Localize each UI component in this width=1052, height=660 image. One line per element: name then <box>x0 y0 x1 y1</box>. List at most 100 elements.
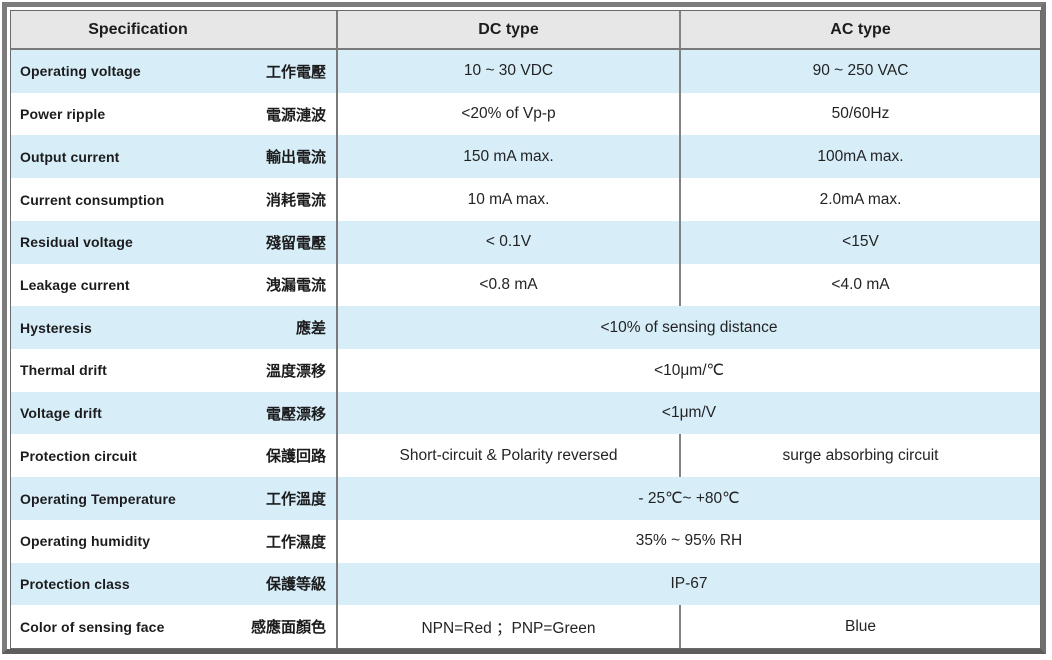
spec-label-en: Thermal drift <box>20 362 107 379</box>
table-row-residual-voltage: Residual voltage 殘留電壓 < 0.1V <15V <box>11 220 1040 264</box>
spec-label-cell: Protection circuit 保護回路 <box>11 434 338 478</box>
dc-value: NPN=Red ；PNP=Green <box>421 619 596 637</box>
ac-value-cell: 90 ~ 250 VAC <box>679 50 1040 93</box>
spec-label-cell: Power ripple 電源漣波 <box>11 92 338 136</box>
spec-label-zh: 工作溫度 <box>265 491 326 509</box>
table-row-voltage-drift: Voltage drift 電壓漂移 <1μm/V <box>11 391 1040 435</box>
spec-label-zh: 保護回路 <box>265 448 326 466</box>
table-row-output-current: Output current 輸出電流 150 mA max. 100mA ma… <box>11 135 1040 179</box>
table-row-thermal-drift: Thermal drift 溫度漂移 <10μm/℃ <box>11 349 1040 392</box>
specification-table: Specification DC type AC type Operating … <box>10 10 1041 649</box>
dc-value: Short-circuit & Polarity reversed <box>399 446 618 464</box>
table-row-operating-voltage: Operating voltage 工作電壓 10 ~ 30 VDC 90 ~ … <box>11 50 1040 93</box>
table-row-protection-circuit: Protection circuit 保護回路 Short-circuit & … <box>11 434 1040 478</box>
ac-value-cell: 50/60Hz <box>679 92 1040 136</box>
header-dc-type: DC type <box>338 11 679 48</box>
ac-value: 100mA max. <box>817 147 904 165</box>
spec-label-en: Output current <box>20 148 120 165</box>
table-row-operating-temperature: Operating Temperature 工作溫度 - 25℃~ +80℃ <box>11 477 1040 520</box>
span-value: 35% ~ 95% RH <box>635 532 743 550</box>
ac-value-cell: <15V <box>679 220 1040 264</box>
dc-value-cell: 150 mA max. <box>338 135 679 178</box>
dc-value-cell: 10 ~ 30 VDC <box>338 50 679 93</box>
table-row-hysteresis: Hysteresis 應差 <10% of sensing distance <box>11 306 1040 350</box>
spec-label-en: Operating humidity <box>20 533 151 550</box>
spec-label-zh: 洩漏電流 <box>265 277 326 295</box>
spec-label-zh: 電壓漂移 <box>265 405 326 423</box>
header-ac-type: AC type <box>679 11 1040 48</box>
ac-value: <15V <box>842 233 879 251</box>
spec-label-zh: 輸出電流 <box>265 149 326 167</box>
header-specification: Specification <box>11 11 338 48</box>
spec-label-zh: 感應面顏色 <box>250 619 326 637</box>
span-value: <1μm/V <box>661 404 717 422</box>
spec-label-en: Current consumption <box>20 191 165 208</box>
spec-label-zh: 消耗電流 <box>265 192 326 210</box>
ac-value: Blue <box>844 617 877 635</box>
spec-label-en: Operating voltage <box>20 63 141 80</box>
span-value: <10μm/℃ <box>654 361 724 379</box>
table-row-leakage-current: Leakage current 洩漏電流 <0.8 mA <4.0 mA <box>11 263 1040 307</box>
spec-label-cell: Color of sensing face 感應面顏色 <box>11 605 338 649</box>
ac-value-cell: 2.0mA max. <box>679 178 1040 221</box>
spec-label-en: Leakage current <box>20 276 130 293</box>
span-value-cell: <1μm/V <box>338 392 1040 435</box>
spec-label-cell: Operating humidity 工作濕度 <box>11 519 338 563</box>
spec-label-zh: 保護等級 <box>265 576 326 594</box>
ac-value-cell: surge absorbing circuit <box>679 434 1040 478</box>
spec-label-en: Protection circuit <box>20 447 137 464</box>
ac-value: 2.0mA max. <box>819 190 902 208</box>
dc-value: 10 ~ 30 VDC <box>463 62 554 80</box>
span-value-cell: - 25℃~ +80℃ <box>338 477 1040 520</box>
spec-label-cell: Hysteresis 應差 <box>11 306 338 350</box>
spec-label-zh: 工作濕度 <box>265 533 326 551</box>
spec-label-en: Voltage drift <box>20 405 102 422</box>
dc-value-cell: 10 mA max. <box>338 178 679 221</box>
spec-label-cell: Output current 輸出電流 <box>11 135 338 179</box>
spec-label-cell: Leakage current 洩漏電流 <box>11 263 338 307</box>
ac-value: <4.0 mA <box>831 275 890 293</box>
dc-value: <0.8 mA <box>479 275 538 293</box>
table-row-protection-class: Protection class 保護等級 IP-67 <box>11 562 1040 606</box>
dc-value: 10 mA max. <box>467 190 550 208</box>
spec-label-cell: Operating Temperature 工作溫度 <box>11 477 338 520</box>
span-value: - 25℃~ +80℃ <box>638 490 740 508</box>
spec-label-cell: Operating voltage 工作電壓 <box>11 50 338 93</box>
spec-label-cell: Protection class 保護等級 <box>11 562 338 606</box>
ac-value-cell: Blue <box>679 605 1040 649</box>
span-value: IP-67 <box>670 574 708 592</box>
spec-label-zh: 工作電壓 <box>265 63 326 81</box>
span-value: <10% of sensing distance <box>600 318 778 336</box>
header-dc-type-label: DC type <box>478 20 539 38</box>
dc-value-cell: NPN=Red ；PNP=Green <box>338 605 679 648</box>
dc-value-cell: <0.8 mA <box>338 264 679 307</box>
dc-value: < 0.1V <box>485 233 532 251</box>
span-value-cell: <10% of sensing distance <box>338 306 1040 349</box>
spec-label-zh: 應差 <box>295 320 326 338</box>
span-value-cell: 35% ~ 95% RH <box>338 520 1040 563</box>
spec-label-en: Power ripple <box>20 106 106 123</box>
table-row-color-of-sensing-face: Color of sensing face 感應面顏色 NPN=Red ；PNP… <box>11 605 1040 649</box>
table-header-row: Specification DC type AC type <box>11 11 1040 50</box>
spec-label-en: Color of sensing face <box>20 618 165 635</box>
spec-label-en: Operating Temperature <box>20 490 176 507</box>
dc-value-cell: < 0.1V <box>338 221 679 264</box>
dc-value-cell: <20% of Vp-p <box>338 93 679 136</box>
spec-label-zh: 殘留電壓 <box>265 234 326 252</box>
ac-value: surge absorbing circuit <box>782 446 939 464</box>
header-specification-label: Specification <box>88 20 188 38</box>
header-ac-type-label: AC type <box>830 20 891 38</box>
dc-value-cell: Short-circuit & Polarity reversed <box>338 434 679 477</box>
spec-label-zh: 溫度漂移 <box>265 362 326 380</box>
spec-label-cell: Current consumption 消耗電流 <box>11 178 338 221</box>
spec-label-en: Protection class <box>20 575 130 592</box>
spec-label-cell: Voltage drift 電壓漂移 <box>11 391 338 435</box>
dc-value: 150 mA max. <box>463 147 554 165</box>
ac-value-cell: 100mA max. <box>679 135 1040 179</box>
spec-label-cell: Thermal drift 溫度漂移 <box>11 349 338 392</box>
spec-label-zh: 電源漣波 <box>265 106 326 124</box>
ac-value: 90 ~ 250 VAC <box>812 62 909 80</box>
ac-value-cell: <4.0 mA <box>679 263 1040 307</box>
table-row-operating-humidity: Operating humidity 工作濕度 35% ~ 95% RH <box>11 519 1040 563</box>
